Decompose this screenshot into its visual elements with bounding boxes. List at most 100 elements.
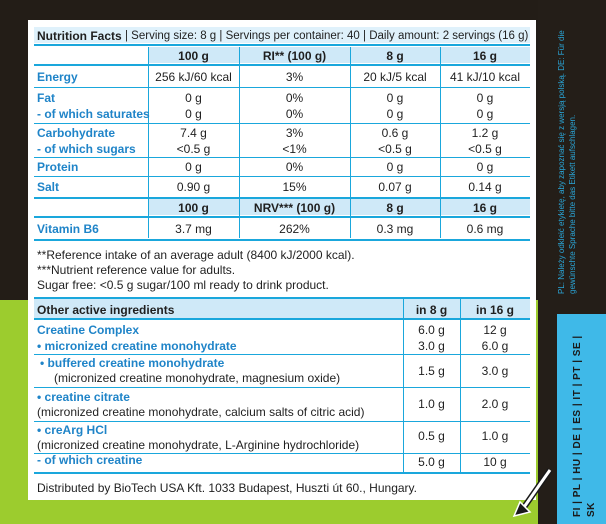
column-divider <box>440 47 441 204</box>
micronized-label: • micronized creatine monohydrate <box>37 339 237 353</box>
cell: 3% <box>285 70 304 84</box>
cell: 1.0 g <box>481 429 509 443</box>
column-divider <box>148 47 149 204</box>
cell: 0.07 g <box>378 180 412 194</box>
cell: <0.5 g <box>378 142 412 156</box>
cell: 0 g <box>386 91 404 105</box>
divider <box>34 387 530 388</box>
footnote-nrv: ***Nutrient reference value for adults. <box>37 263 236 277</box>
cell: 0 g <box>185 107 202 121</box>
divider <box>34 239 530 241</box>
divider <box>34 472 530 474</box>
col-header-8g: 8 g <box>386 201 404 215</box>
citrate-sub: (micronized creatine monohydrate, calciu… <box>37 405 365 419</box>
row-label-saturates: - of which saturates <box>37 107 150 121</box>
column-divider <box>350 47 351 204</box>
divider <box>34 157 530 158</box>
citrate-label: • creatine citrate <box>37 390 130 404</box>
column-divider <box>460 299 461 473</box>
divider <box>34 421 530 422</box>
row-label-carbohydrate: Carbohydrate <box>37 126 116 140</box>
header-band <box>34 27 530 43</box>
cell: 7.4 g <box>180 126 207 140</box>
cell: 0.90 g <box>176 180 211 194</box>
cell: 0.14 g <box>468 180 502 194</box>
col-header-ri: RI** (100 g) <box>262 49 327 63</box>
divider <box>34 176 530 177</box>
cell: 3% <box>285 126 304 140</box>
creatine-complex-label: Creatine Complex <box>37 323 140 337</box>
divider <box>34 64 530 66</box>
creaarg-label: • creArg HCl <box>37 423 108 437</box>
col-header-nrv: NRV*** (100 g) <box>253 201 336 215</box>
col-header-100g: 100 g <box>178 49 209 63</box>
cell: 12 g <box>483 323 507 337</box>
col-header-16g: 16 g <box>472 49 497 63</box>
row-label-sugars: - of which sugars <box>37 142 136 156</box>
row-label-protein: Protein <box>37 160 79 174</box>
cell: 262% <box>279 222 310 236</box>
buffered-label: • buffered creatine monohydrate <box>40 356 225 370</box>
cell: 0 g <box>386 160 404 174</box>
column-divider <box>239 47 240 204</box>
peel-arrow-icon <box>512 468 553 518</box>
cell: 0.3 mg <box>376 222 414 236</box>
buffered-sub: (micronized creatine monohydrate, magnes… <box>54 371 341 385</box>
cell: <0.5 g <box>468 142 502 156</box>
side-language-notice: PL: Należy odkleić etykietę, aby zapozna… <box>556 18 582 294</box>
cell: 41 kJ/10 kcal <box>449 70 521 84</box>
column-divider <box>350 198 351 238</box>
column-divider <box>440 198 441 238</box>
row-label-energy: Energy <box>37 70 78 84</box>
cell: 0 g <box>185 91 202 105</box>
cell: 1.0 g <box>418 397 445 411</box>
cell: 20 kJ/5 kcal <box>363 70 427 84</box>
footnote-ri: **Reference intake of an average adult (… <box>37 248 355 262</box>
language-strip: FI | PL | HU | DE | ES | IT | PT | SE | … <box>557 314 606 524</box>
divider <box>34 87 530 88</box>
divider <box>34 318 530 320</box>
cell: 3.0 g <box>418 339 445 353</box>
cell: 0 g <box>476 160 494 174</box>
cell: 6.0 g <box>481 339 509 353</box>
of-which-creatine-label: - of which creatine <box>37 453 143 467</box>
divider <box>34 453 530 454</box>
column-divider <box>148 198 149 238</box>
cell: 0 g <box>476 91 494 105</box>
active-header-band <box>34 299 530 318</box>
divider <box>34 297 530 299</box>
cell: 0 g <box>386 107 404 121</box>
column-divider <box>403 299 404 473</box>
divider <box>34 44 530 46</box>
divider <box>34 354 530 355</box>
column-header-band <box>148 198 530 215</box>
divider <box>34 123 530 124</box>
cell: 1.2 g <box>471 126 499 140</box>
col-header-in-8g: in 8 g <box>415 303 448 317</box>
cell: 1.5 g <box>418 364 445 378</box>
side-language-notice-text: PL: Należy odkleić etykietę, aby zapozna… <box>557 30 577 294</box>
nutrition-label: Nutrition Facts | Serving size: 8 g | Se… <box>28 20 536 500</box>
row-label-fat: Fat <box>37 91 55 105</box>
cell: 3.0 g <box>481 364 509 378</box>
distributor-footer: Distributed by BioTech USA Kft. 1033 Bud… <box>37 481 417 495</box>
cell: 10 g <box>483 455 507 469</box>
serving-info: | Serving size: 8 g | Servings per conta… <box>125 30 529 42</box>
cell: 0% <box>285 91 304 105</box>
row-label-vitamin-b6: Vitamin B6 <box>37 222 99 236</box>
col-header-16g: 16 g <box>472 201 497 215</box>
cell: 15% <box>282 180 307 194</box>
footnote-sugar-free: Sugar free: <0.5 g sugar/100 ml ready to… <box>37 278 329 292</box>
cell: 0% <box>285 160 304 174</box>
col-header-100g: 100 g <box>178 201 209 215</box>
row-label-salt: Salt <box>37 180 60 194</box>
cell: 0.6 g <box>381 126 409 140</box>
cell: 256 kJ/60 kcal <box>155 70 232 84</box>
cell: 5.0 g <box>418 455 445 469</box>
nutrition-title: Nutrition Facts <box>37 29 122 43</box>
cell: 0% <box>285 107 304 121</box>
cell: 0.5 g <box>418 429 445 443</box>
column-header-band <box>148 47 530 63</box>
column-divider <box>239 198 240 238</box>
cell: <1% <box>282 142 307 156</box>
